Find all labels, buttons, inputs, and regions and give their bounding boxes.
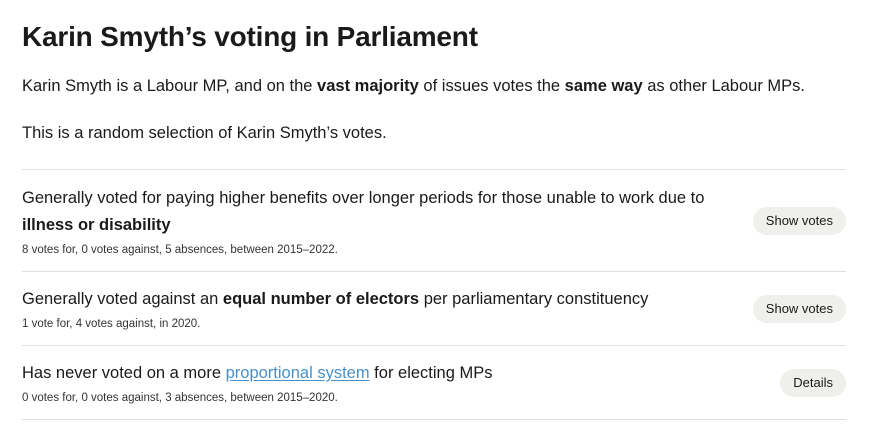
show-votes-button[interactable]: Show votes (752, 206, 846, 235)
vote-item-text: Generally voted for paying higher benefi… (22, 183, 742, 258)
vote-item-electors: Generally voted against an equal number … (22, 271, 846, 345)
details-button[interactable]: Details (780, 368, 846, 397)
vote-summary: 8 votes for, 0 votes against, 5 absences… (22, 244, 338, 256)
vote-policy: Has never voted on a more proportional s… (22, 363, 493, 382)
vote-item-proportional: Has never voted on a more proportional s… (22, 345, 846, 420)
vote-summary: 0 votes for, 0 votes against, 3 absences… (22, 391, 338, 404)
vote-policy-emphasis: equal number of electors (222, 289, 420, 308)
page-title: Karin Smyth’s voting in Parliament (22, 21, 478, 52)
vote-policy-emphasis: illness or disability (22, 216, 171, 234)
vote-item-text: Has never voted on a more proportional s… (22, 360, 742, 406)
vote-list: Generally voted for paying higher benefi… (22, 169, 846, 420)
intro-party-summary: Karin Smyth is a Labour MP, and on the v… (22, 77, 805, 95)
vote-policy: Generally voted against an equal number … (22, 289, 649, 308)
vote-summary: 1 vote for, 4 votes against, in 2020. (22, 317, 201, 330)
vast-majority-emphasis: vast majority (317, 77, 419, 95)
proportional-system-link[interactable]: proportional system (225, 363, 370, 382)
show-votes-button[interactable]: Show votes (752, 294, 846, 323)
vote-item-text: Generally voted against an equal number … (22, 286, 742, 332)
vote-item-benefits: Generally voted for paying higher benefi… (22, 169, 846, 271)
same-way-emphasis: same way (564, 77, 643, 95)
vote-policy: Generally voted for paying higher benefi… (22, 189, 705, 234)
intro-random-selection: This is a random selection of Karin Smyt… (22, 124, 387, 142)
